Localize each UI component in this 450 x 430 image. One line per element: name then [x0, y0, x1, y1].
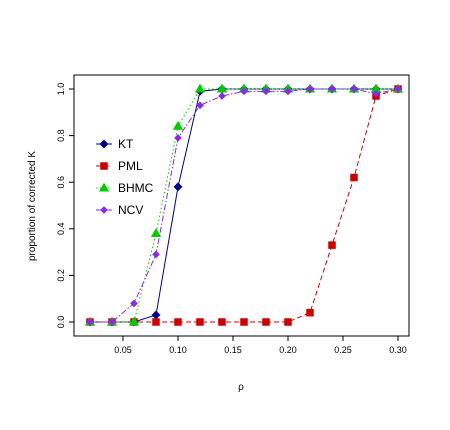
y-axis: 0.0 0.2 0.4 0.6 0.8 1.0 — [56, 83, 74, 329]
data-point-ncv — [218, 92, 226, 100]
data-point-ncv — [86, 318, 94, 326]
legend-marker-pml — [100, 162, 108, 170]
data-point-pml — [262, 318, 270, 326]
data-point-ncv — [152, 250, 160, 259]
data-point-bhmc — [172, 120, 184, 130]
data-point-bhmc — [150, 227, 162, 237]
legend-item-pml: PML — [96, 159, 143, 173]
x-axis-title: ρ — [238, 382, 244, 393]
data-point-pml — [174, 318, 182, 326]
data-point-pml — [350, 173, 358, 182]
series-line-ncv — [90, 88, 399, 323]
data-point-pml — [152, 318, 160, 326]
legend: KT PML BHMC NCV — [96, 137, 154, 217]
data-point-pml — [284, 318, 292, 326]
data-point-kt — [151, 310, 161, 320]
legend-item-ncv: NCV — [96, 203, 143, 217]
x-tick-label: 0.25 — [334, 345, 352, 355]
data-point-bhmc — [194, 83, 206, 93]
series-layer — [84, 83, 404, 327]
data-point-ncv — [394, 85, 402, 93]
legend-item-bhmc: BHMC — [96, 181, 154, 195]
data-point-ncv — [174, 133, 182, 142]
data-point-ncv — [284, 87, 292, 96]
legend-label-ncv: NCV — [118, 203, 143, 217]
data-point-pml — [306, 308, 314, 317]
y-tick-label: 0.4 — [56, 223, 66, 236]
series-ncv — [86, 85, 402, 326]
y-axis-title: proportion of corrected K — [27, 151, 38, 261]
data-point-ncv — [196, 101, 204, 110]
data-point-ncv — [130, 299, 138, 308]
legend-marker-bhmc — [98, 182, 110, 192]
data-point-ncv — [350, 85, 358, 93]
data-point-pml — [196, 318, 204, 326]
y-tick-label: 0.6 — [56, 176, 66, 189]
x-tick-label: 0.10 — [169, 345, 187, 355]
legend-marker-ncv — [100, 206, 108, 214]
plot-frame — [73, 74, 410, 337]
y-tick-label: 0.8 — [56, 129, 66, 142]
data-point-pml — [328, 241, 336, 249]
y-tick-label: 1.0 — [56, 83, 66, 96]
data-point-ncv — [372, 89, 380, 98]
legend-label-pml: PML — [118, 159, 143, 173]
data-point-bhmc — [128, 316, 140, 326]
legend-marker-kt — [99, 139, 109, 149]
legend-label-bhmc: BHMC — [118, 181, 154, 195]
x-axis: 0.05 0.10 0.15 0.20 0.25 0.30 — [114, 336, 407, 355]
data-point-pml — [240, 318, 248, 326]
data-point-ncv — [328, 85, 336, 93]
y-tick-label: 0.0 — [56, 316, 66, 329]
data-point-ncv — [262, 87, 270, 96]
legend-item-kt: KT — [96, 137, 134, 151]
data-point-ncv — [306, 85, 314, 93]
data-point-kt — [173, 182, 183, 192]
data-point-ncv — [108, 318, 116, 326]
legend-label-kt: KT — [118, 137, 134, 151]
y-tick-label: 0.2 — [56, 269, 66, 282]
x-tick-label: 0.05 — [114, 345, 132, 355]
x-tick-label: 0.30 — [389, 345, 407, 355]
x-tick-label: 0.20 — [279, 345, 297, 355]
x-tick-label: 0.15 — [224, 345, 242, 355]
data-point-pml — [218, 318, 226, 326]
data-point-ncv — [240, 87, 248, 96]
